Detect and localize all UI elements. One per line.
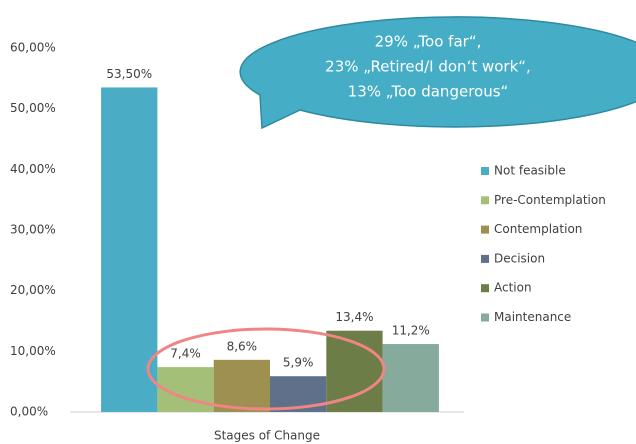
bar [382, 344, 439, 412]
highlight-ellipse [146, 327, 386, 411]
data-label: 5,9% [283, 356, 314, 370]
legend-label: Contemplation [494, 222, 582, 236]
legend-label: Pre-Contemplation [494, 193, 606, 207]
data-label: 53,50% [106, 67, 152, 81]
legend-swatch [481, 167, 489, 175]
legend-swatch [481, 225, 489, 234]
bar [213, 359, 270, 412]
legend-swatch [481, 196, 489, 205]
data-label: 8,6% [227, 339, 258, 353]
y-tick-label: 0,00% [10, 405, 48, 419]
callout-bubble [239, 16, 636, 130]
annotation: 23% „Retired/I don‘t work“, [325, 58, 531, 76]
y-tick-label: 20,00% [10, 283, 56, 297]
y-tick-label: 10,00% [10, 344, 56, 358]
y-tick-label: 50,00% [10, 101, 56, 115]
legend-label: Not feasible [494, 164, 566, 178]
x-tick-label: Stages of Change [214, 429, 320, 443]
bar [101, 87, 158, 412]
y-tick-label: 40,00% [10, 162, 56, 176]
y-tick-label: 60,00% [10, 41, 56, 55]
data-label: 11,2% [392, 324, 430, 338]
legend-label: Action [494, 281, 532, 295]
legend-swatch [481, 313, 489, 322]
legend-swatch [481, 254, 489, 263]
data-label: 13,4% [335, 310, 373, 324]
legend-label: Maintenance [494, 310, 571, 324]
legend-swatch [481, 284, 489, 293]
bar [326, 330, 383, 412]
annotation: 13% „Too dangerous“ [348, 83, 509, 101]
legend-label: Decision [494, 251, 545, 265]
y-tick-label: 30,00% [10, 223, 56, 237]
annotation: 29% „Too far“, [375, 33, 482, 51]
data-label: 7,4% [170, 347, 201, 361]
